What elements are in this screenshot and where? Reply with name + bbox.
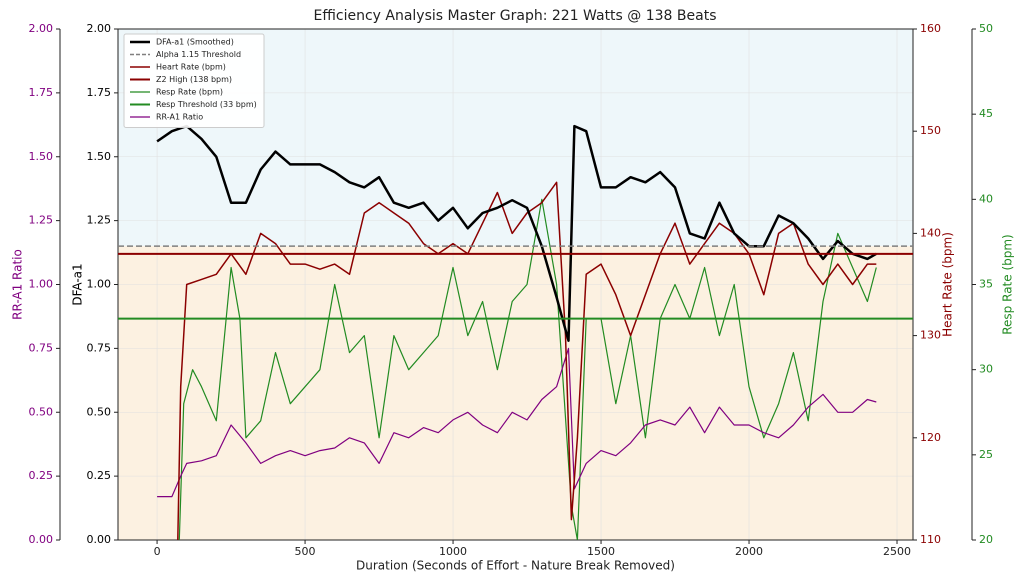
y-axis-label: DFA-a1	[71, 263, 85, 305]
y-tick-label: 40	[979, 192, 993, 205]
y-tick-label: 150	[920, 124, 941, 137]
x-tick-label: 500	[295, 545, 316, 558]
legend-label: Resp Threshold (33 bpm)	[156, 100, 257, 109]
y-tick-label: 1.00	[87, 278, 112, 291]
chart-title: Efficiency Analysis Master Graph: 221 Wa…	[313, 8, 716, 24]
y-tick-label: 0.00	[29, 533, 54, 546]
y-tick-label: 0.25	[29, 469, 54, 482]
x-tick-label: 0	[154, 545, 161, 558]
legend-label: Resp Rate (bpm)	[156, 88, 223, 97]
x-tick-label: 2500	[883, 545, 911, 558]
y-tick-label: 0.00	[87, 533, 112, 546]
y-tick-label: 30	[979, 363, 993, 376]
y-tick-label: 1.25	[87, 214, 112, 227]
y-tick-label: 1.50	[29, 150, 54, 163]
y-tick-label: 1.25	[29, 214, 54, 227]
y-tick-label: 0.50	[87, 405, 112, 418]
legend-label: RR-A1 Ratio	[156, 113, 203, 122]
y-tick-label: 1.75	[29, 86, 54, 99]
y-tick-label: 20	[979, 533, 993, 546]
y-tick-label: 45	[979, 107, 993, 120]
x-tick-label: 2000	[735, 545, 763, 558]
y-tick-label: 140	[920, 226, 941, 239]
x-tick-label: 1500	[587, 545, 615, 558]
legend-label: Heart Rate (bpm)	[156, 63, 226, 72]
shade-below	[118, 246, 913, 541]
y-tick-label: 120	[920, 431, 941, 444]
y-tick-label: 1.50	[87, 150, 112, 163]
y-tick-label: 2.00	[87, 22, 112, 35]
y-tick-label: 0.75	[87, 341, 112, 354]
y-tick-label: 130	[920, 329, 941, 342]
y-axis-label: Resp Rate (bpm)	[1001, 234, 1015, 334]
series-line	[178, 198, 877, 540]
y-tick-label: 110	[920, 533, 941, 546]
y-tick-label: 0.50	[29, 405, 54, 418]
y-tick-label: 2.00	[29, 22, 54, 35]
y-axis-label: RR-A1 Ratio	[11, 249, 25, 320]
legend-label: Alpha 1.15 Threshold	[156, 50, 241, 59]
y-tick-label: 160	[920, 22, 941, 35]
y-tick-label: 1.75	[87, 86, 112, 99]
legend-label: Z2 High (138 bpm)	[156, 75, 232, 84]
x-tick-label: 1000	[439, 545, 467, 558]
legend-box	[123, 33, 265, 128]
legend-label: DFA-a1 (Smoothed)	[156, 38, 234, 47]
x-axis-label: Duration (Seconds of Effort - Nature Bre…	[356, 559, 675, 573]
y-tick-label: 50	[979, 22, 993, 35]
y-tick-label: 0.75	[29, 341, 54, 354]
y-tick-label: 35	[979, 278, 993, 291]
y-tick-label: 25	[979, 448, 993, 461]
series-line	[157, 347, 877, 498]
y-tick-label: 0.25	[87, 469, 112, 482]
plot-frame	[117, 28, 914, 541]
y-tick-label: 1.00	[29, 278, 54, 291]
y-axis-label: Heart Rate (bpm)	[941, 232, 955, 337]
